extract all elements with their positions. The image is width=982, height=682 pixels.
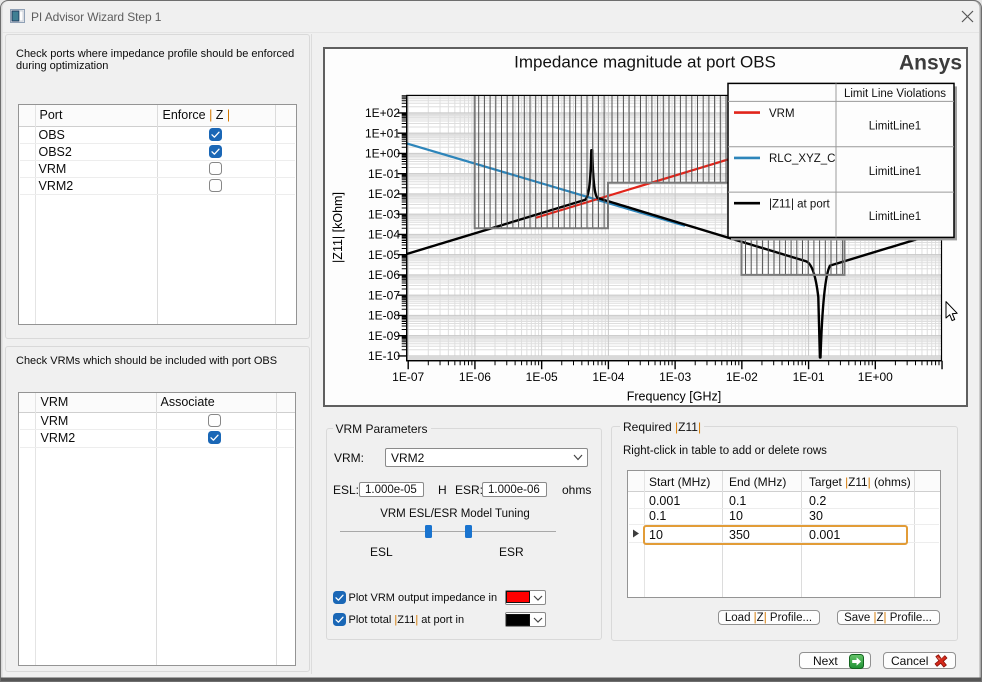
svg-text:LimitLine1: LimitLine1 bbox=[869, 120, 921, 132]
svg-text:1E-03: 1E-03 bbox=[368, 207, 400, 221]
svg-text:1E+02: 1E+02 bbox=[365, 106, 400, 120]
svg-text:1E-02: 1E-02 bbox=[368, 187, 400, 201]
svg-text:LimitLine1: LimitLine1 bbox=[869, 211, 921, 223]
svg-text:1E-03: 1E-03 bbox=[659, 370, 691, 384]
svg-text:1E-07: 1E-07 bbox=[368, 288, 400, 302]
svg-text:1E-08: 1E-08 bbox=[368, 308, 400, 322]
svg-text:1E-09: 1E-09 bbox=[368, 328, 400, 342]
svg-text:1E-06: 1E-06 bbox=[368, 268, 400, 282]
svg-text:Ansys: Ansys bbox=[899, 51, 962, 74]
svg-text:1E-05: 1E-05 bbox=[368, 247, 400, 261]
svg-text:1E-10: 1E-10 bbox=[368, 349, 400, 363]
svg-text:1E+00: 1E+00 bbox=[858, 370, 893, 384]
svg-text:1E-05: 1E-05 bbox=[526, 370, 558, 384]
svg-text:1E-01: 1E-01 bbox=[368, 166, 400, 180]
svg-text:1E+00: 1E+00 bbox=[365, 146, 400, 160]
svg-text:LimitLine1: LimitLine1 bbox=[869, 165, 921, 177]
svg-text:1E-01: 1E-01 bbox=[793, 370, 825, 384]
svg-text:1E-04: 1E-04 bbox=[592, 370, 624, 384]
svg-text:Limit Line Violations: Limit Line Violations bbox=[844, 88, 946, 100]
svg-text:1E-06: 1E-06 bbox=[459, 370, 491, 384]
svg-text:1E-04: 1E-04 bbox=[368, 227, 400, 241]
svg-text:1E+01: 1E+01 bbox=[365, 126, 400, 140]
svg-text:1E-07: 1E-07 bbox=[392, 370, 424, 384]
svg-text:1E-02: 1E-02 bbox=[726, 370, 758, 384]
svg-text:|Z11| at port: |Z11| at port bbox=[769, 198, 831, 210]
svg-text:Impedance magnitude at port OB: Impedance magnitude at port OBS bbox=[514, 52, 776, 71]
svg-text:Frequency [GHz]: Frequency [GHz] bbox=[627, 389, 721, 403]
svg-text:VRM: VRM bbox=[769, 107, 795, 119]
svg-text:|Z11| [kOhm]: |Z11| [kOhm] bbox=[331, 192, 345, 263]
svg-text:RLC_XYZ_C: RLC_XYZ_C bbox=[769, 153, 835, 165]
